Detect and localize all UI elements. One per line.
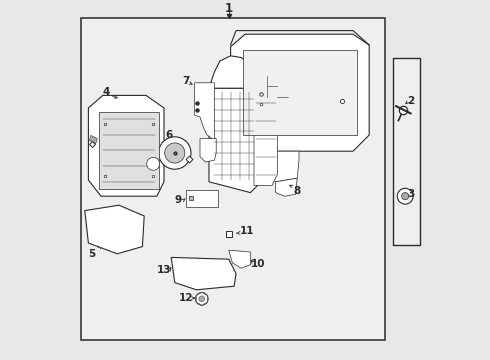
Circle shape: [147, 157, 160, 170]
Text: 11: 11: [240, 226, 254, 236]
Polygon shape: [171, 257, 236, 290]
Circle shape: [196, 292, 208, 305]
Polygon shape: [209, 56, 254, 88]
Text: 12: 12: [178, 293, 193, 303]
Text: 7: 7: [182, 76, 189, 86]
Text: 5: 5: [88, 249, 96, 259]
Bar: [81, 18, 386, 340]
Bar: [243, 50, 357, 135]
Text: 10: 10: [250, 258, 265, 269]
Polygon shape: [231, 34, 369, 151]
Text: 13: 13: [157, 265, 171, 275]
Bar: [82, 19, 384, 339]
Polygon shape: [195, 83, 215, 140]
Polygon shape: [209, 88, 259, 193]
Circle shape: [199, 296, 205, 302]
Text: 9: 9: [175, 195, 182, 205]
Polygon shape: [85, 205, 144, 254]
Polygon shape: [196, 292, 207, 305]
Polygon shape: [229, 250, 250, 268]
Polygon shape: [254, 88, 277, 185]
Text: 4: 4: [103, 87, 110, 97]
Bar: [392, 58, 419, 245]
Circle shape: [165, 143, 185, 163]
Polygon shape: [200, 139, 216, 162]
Bar: [186, 190, 218, 207]
Text: 8: 8: [294, 186, 301, 196]
Polygon shape: [90, 135, 98, 144]
Polygon shape: [88, 95, 164, 196]
Circle shape: [402, 193, 409, 200]
Text: 3: 3: [408, 189, 415, 199]
Text: 1: 1: [225, 3, 233, 15]
Circle shape: [159, 137, 191, 169]
Text: 6: 6: [166, 130, 173, 140]
Circle shape: [397, 188, 413, 204]
Polygon shape: [258, 151, 299, 182]
Text: 2: 2: [407, 96, 414, 106]
Bar: [99, 112, 159, 189]
Polygon shape: [275, 178, 297, 196]
